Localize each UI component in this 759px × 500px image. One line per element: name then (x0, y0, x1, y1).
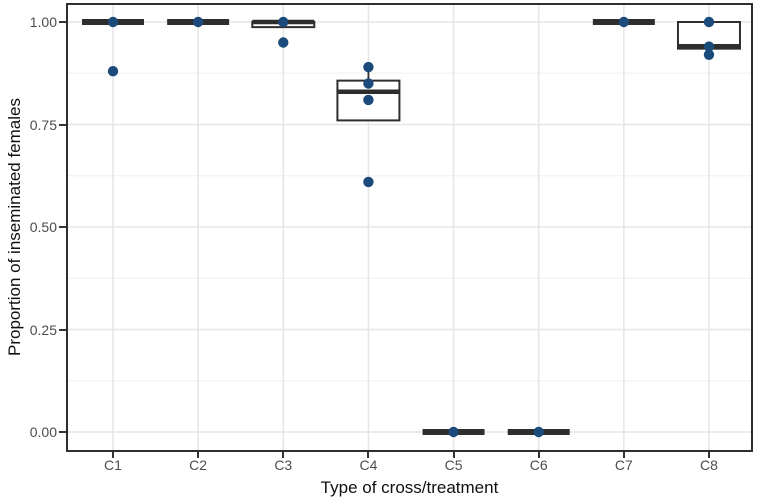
data-point-c4 (363, 94, 374, 106)
data-point-c8 (703, 16, 715, 28)
x-tick-label-c7: C7 (614, 457, 633, 473)
data-point-c4 (363, 78, 374, 89)
x-tick-mark (282, 452, 285, 458)
data-point-c3 (278, 37, 289, 48)
x-tick-mark (112, 452, 114, 458)
x-tick-label-c3: C3 (274, 457, 293, 473)
data-point-c7 (618, 16, 630, 28)
data-point-c6 (533, 426, 544, 438)
x-tick-mark (452, 452, 455, 458)
y-tick-label: 0.75 (29, 116, 57, 133)
y-tick-label: 0.50 (29, 219, 57, 235)
y-axis-title: Proportion of inseminated females (5, 98, 24, 356)
data-point-c2 (192, 16, 204, 28)
data-point-c8 (703, 41, 715, 52)
y-tick-label: 0.00 (29, 424, 57, 440)
y-tick-mark (59, 123, 66, 126)
x-tick-label-c8: C8 (700, 457, 718, 473)
x-tick-label-c1: C1 (104, 457, 122, 473)
plot-panel (66, 3, 753, 452)
y-tick-mark (59, 431, 66, 433)
y-tick-mark (59, 21, 66, 23)
data-point-c5 (448, 426, 459, 438)
x-tick-label-c5: C5 (444, 457, 463, 473)
data-point-c8 (703, 49, 715, 60)
panel-border (66, 3, 753, 452)
data-point-c3 (278, 16, 289, 28)
x-tick-label-c4: C4 (359, 457, 378, 473)
y-tick-label: 0.25 (29, 321, 57, 338)
data-point-c1 (107, 16, 119, 28)
x-tick-mark (622, 452, 625, 458)
x-tick-mark (197, 452, 200, 458)
x-tick-mark (367, 452, 370, 458)
x-tick-mark (537, 452, 540, 458)
y-tick-mark (59, 328, 66, 331)
x-tick-label-c6: C6 (529, 457, 548, 473)
x-tick-mark (707, 452, 710, 458)
x-tick-label-c2: C2 (189, 457, 208, 473)
x-axis-title: Type of cross/treatment (320, 478, 499, 497)
data-point-c4 (363, 176, 374, 188)
data-point-c4 (363, 61, 374, 73)
y-tick-label: 1.00 (29, 14, 57, 30)
data-point-c1 (107, 66, 119, 77)
y-tick-mark (59, 226, 66, 228)
